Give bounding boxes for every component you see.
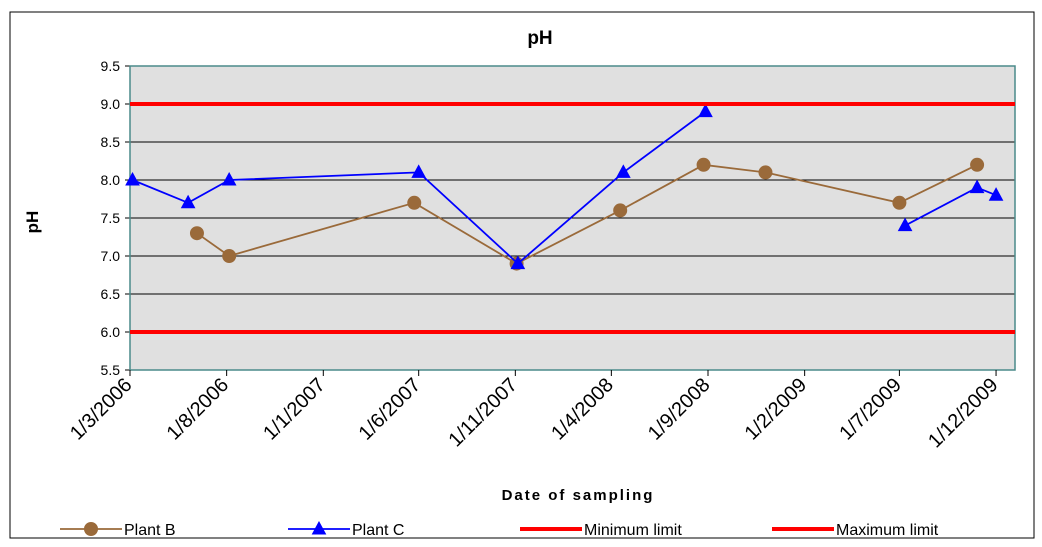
data-point xyxy=(698,103,713,118)
data-point xyxy=(180,194,196,209)
y-tick-label: 9.0 xyxy=(101,96,121,112)
data-point xyxy=(613,203,628,218)
data-point xyxy=(758,165,773,180)
x-axis-label: Date of sampling xyxy=(502,487,655,504)
legend-label: Plant B xyxy=(124,522,176,539)
data-point xyxy=(892,195,907,210)
data-point xyxy=(616,164,631,178)
y-tick-label: 9.5 xyxy=(101,58,121,74)
y-tick-label: 7.5 xyxy=(101,210,121,226)
y-tick-label: 7.0 xyxy=(101,248,121,264)
data-point xyxy=(222,249,237,263)
data-point xyxy=(970,157,985,172)
legend-marker xyxy=(84,522,98,536)
data-point xyxy=(897,217,913,232)
plot-border xyxy=(129,65,1016,371)
legend-label: Maximum limit xyxy=(836,522,939,539)
data-point xyxy=(125,171,140,186)
legend-label: Plant C xyxy=(352,522,404,539)
y-tick-label: 8.0 xyxy=(101,172,121,188)
chart-title: pH xyxy=(527,28,552,49)
legend-marker xyxy=(311,520,327,535)
y-tick-label: 8.5 xyxy=(101,134,121,150)
y-tick-label: 5.5 xyxy=(101,362,121,378)
legend-label: Minimum limit xyxy=(584,522,682,539)
data-point xyxy=(221,171,237,186)
y-tick-label: 6.0 xyxy=(101,324,121,340)
data-point xyxy=(696,157,711,172)
data-point xyxy=(411,164,427,178)
data-point xyxy=(189,226,204,241)
data-point xyxy=(407,195,422,210)
y-tick-label: 6.5 xyxy=(101,286,121,302)
legend: Plant B Plant C Minimum limit Maximum limit xyxy=(60,520,939,539)
data-point xyxy=(988,187,1004,201)
data-point xyxy=(969,179,985,194)
y-axis-label: pH xyxy=(23,211,42,234)
plot-area: 5.56.06.57.07.58.08.59.09.51/3/2006 1/8/2… xyxy=(66,58,1016,452)
data-point xyxy=(510,255,526,270)
